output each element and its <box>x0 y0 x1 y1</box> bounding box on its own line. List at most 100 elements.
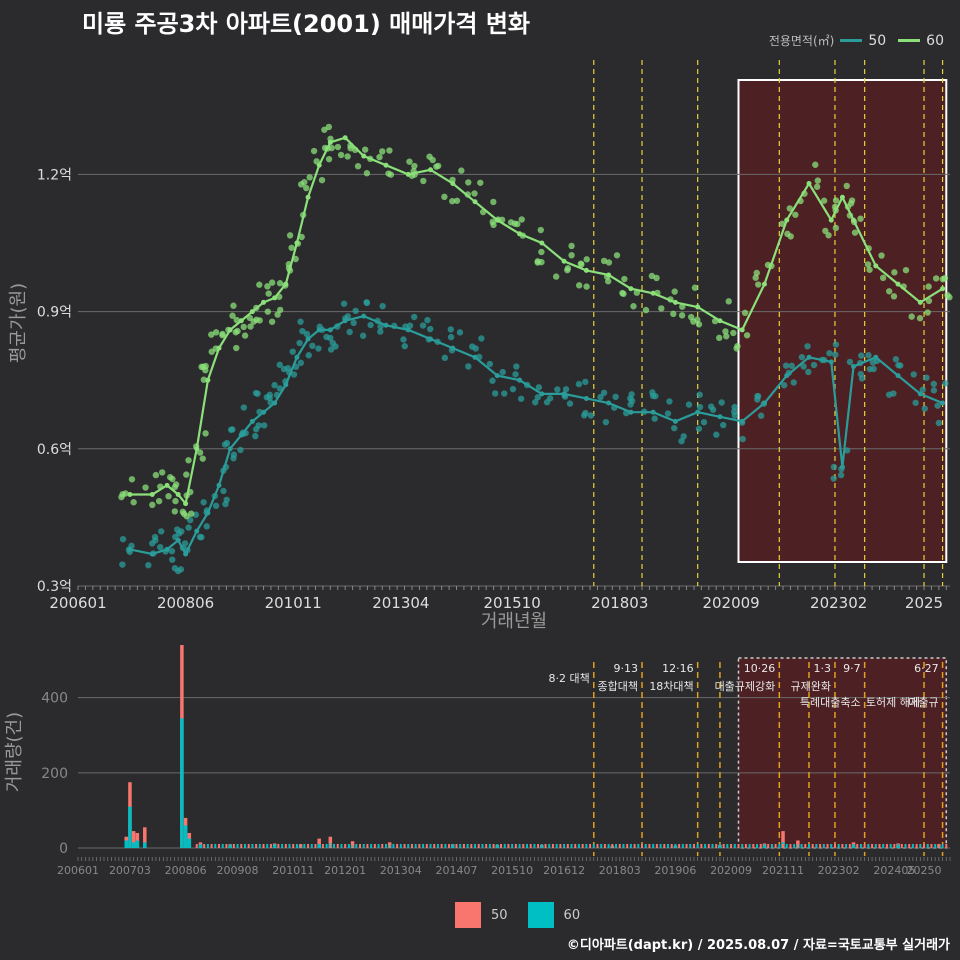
scatter-point-60 <box>564 266 571 274</box>
bar-baseline <box>670 844 673 848</box>
bar-baseline <box>744 844 747 848</box>
scatter-point-50 <box>923 374 930 381</box>
scatter-point-60 <box>199 455 206 462</box>
bar-baseline <box>678 844 681 848</box>
series-point-50 <box>342 318 348 324</box>
scatter-point-60 <box>537 226 544 234</box>
bar-baseline <box>277 844 280 848</box>
scatter-point-50 <box>731 403 738 411</box>
scatter-point-60 <box>277 306 284 314</box>
bar-60 <box>124 840 128 848</box>
scatter-point-60 <box>433 163 440 170</box>
legend-title: 전용면적(㎡) <box>768 34 835 48</box>
scatter-point-60 <box>848 197 856 204</box>
scatter-point-60 <box>185 457 192 464</box>
bar-baseline <box>893 844 896 848</box>
x-tick-label-bottom: 201304 <box>380 864 422 877</box>
series-point-50 <box>205 510 211 516</box>
scatter-point-60 <box>411 162 418 170</box>
scatter-point-50 <box>800 363 807 370</box>
bar-baseline <box>800 844 803 848</box>
scatter-point-60 <box>822 227 829 235</box>
scatter-point-60 <box>725 298 732 305</box>
scatter-point-60 <box>171 508 178 515</box>
bar-baseline <box>329 844 332 848</box>
bar-baseline <box>262 844 265 848</box>
bar-baseline <box>904 844 907 848</box>
scatter-point-50 <box>297 359 305 367</box>
series-point-50 <box>806 354 812 360</box>
scatter-point-60 <box>613 252 621 259</box>
scatter-point-50 <box>678 437 685 445</box>
bar-baseline <box>210 844 213 848</box>
bar-baseline <box>577 844 580 848</box>
scatter-point-60 <box>891 269 898 276</box>
policy-name-label: 토허제 해제 <box>866 695 920 709</box>
series-point-50 <box>149 551 155 557</box>
scatter-point-60 <box>902 266 910 274</box>
bar-60 <box>183 825 188 848</box>
scatter-point-60 <box>857 215 864 222</box>
bar-baseline <box>763 844 766 848</box>
scatter-point-60 <box>130 499 137 506</box>
series-point-50 <box>238 432 244 438</box>
bar-baseline <box>388 844 391 848</box>
bar-baseline <box>559 844 562 848</box>
series-point-50 <box>164 546 170 552</box>
scatter-point-50 <box>152 537 159 544</box>
bar-baseline <box>848 844 851 848</box>
scatter-point-60 <box>406 158 413 165</box>
bar-baseline <box>674 844 677 848</box>
scatter-point-50 <box>804 343 811 350</box>
series-point-60 <box>164 482 170 488</box>
scatter-point-50 <box>546 395 554 402</box>
bar-baseline <box>592 844 595 848</box>
scatter-point-60 <box>851 229 859 236</box>
bar-baseline <box>225 844 228 848</box>
scatter-point-50 <box>350 319 357 327</box>
bar-baseline <box>722 844 725 848</box>
scatter-point-60 <box>812 161 819 168</box>
series-point-50 <box>305 336 311 342</box>
bar-baseline <box>874 844 877 848</box>
bar-baseline <box>232 844 235 848</box>
scatter-point-50 <box>919 386 926 393</box>
scatter-point-60 <box>325 155 333 163</box>
scatter-point-60 <box>784 230 791 238</box>
bar-baseline <box>603 844 606 848</box>
scatter-point-60 <box>171 483 179 491</box>
series-point-50 <box>405 327 411 333</box>
legend-swatch-60 <box>898 39 921 42</box>
series-point-60 <box>294 240 300 246</box>
bar-baseline <box>926 844 929 848</box>
bar-baseline <box>366 844 369 848</box>
scatter-point-50 <box>501 390 508 397</box>
bar-baseline <box>837 844 840 848</box>
bar-baseline <box>863 844 866 848</box>
bar-baseline <box>436 844 439 848</box>
scatter-point-50 <box>177 566 185 573</box>
bar-baseline <box>544 844 547 848</box>
scatter-point-50 <box>329 339 336 347</box>
scatter-point-60 <box>458 167 465 174</box>
series-point-60 <box>895 281 901 287</box>
bar-baseline <box>889 844 892 848</box>
scatter-point-60 <box>730 329 737 337</box>
bar-baseline <box>525 844 528 848</box>
bar-baseline <box>240 844 243 848</box>
bar-baseline <box>470 844 473 848</box>
scatter-point-60 <box>303 184 310 192</box>
scatter-point-60 <box>583 256 590 263</box>
scatter-point-60 <box>786 205 793 212</box>
scatter-point-60 <box>198 363 205 371</box>
bar-baseline <box>199 844 202 848</box>
series-point-60 <box>316 162 322 168</box>
bar-baseline <box>867 844 870 848</box>
scatter-point-50 <box>930 387 938 394</box>
scatter-point-60 <box>363 170 371 177</box>
bar-baseline <box>551 844 554 848</box>
legend-bottom-label-60: 60 <box>563 907 581 923</box>
scatter-point-50 <box>582 409 589 417</box>
scatter-point-60 <box>695 321 703 328</box>
series-point-60 <box>361 153 367 159</box>
